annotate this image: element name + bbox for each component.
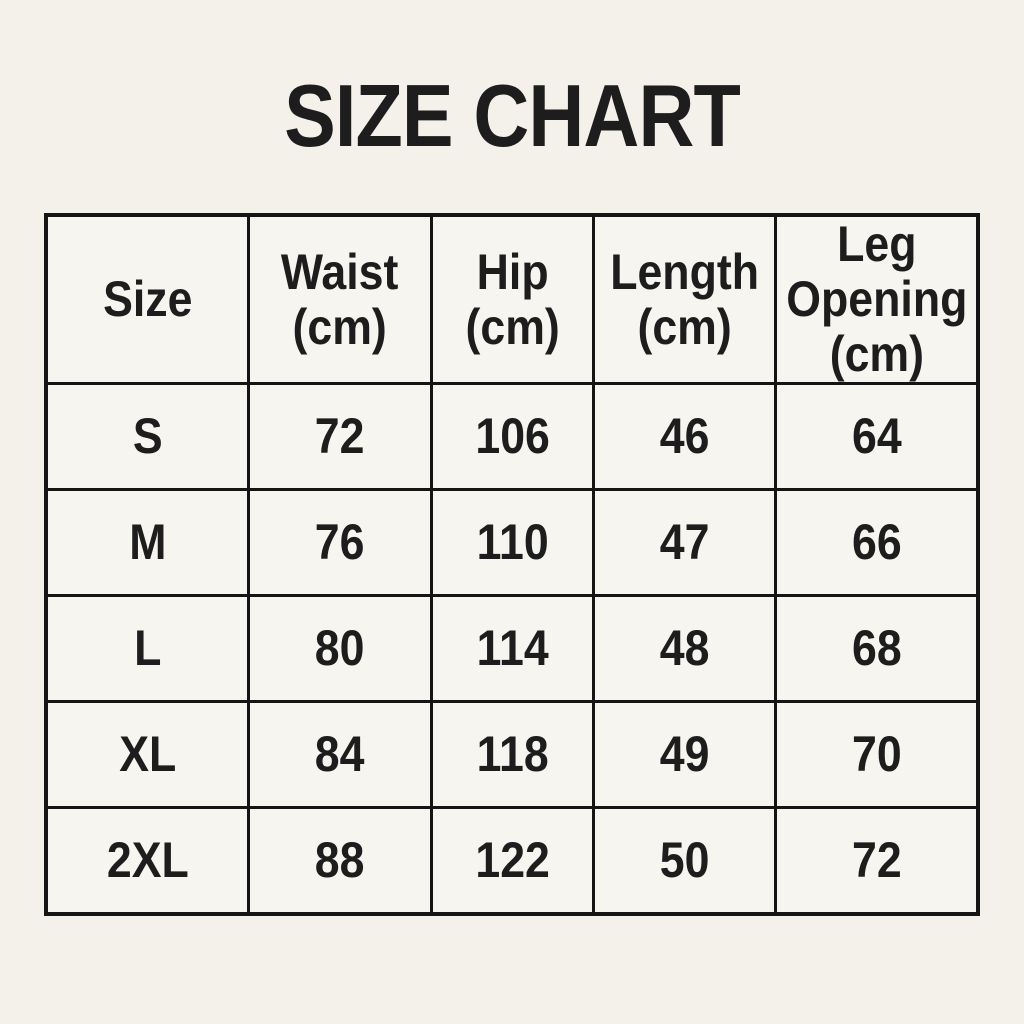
header-cell-waist: Waist (cm) (246, 213, 434, 385)
cell-text: XL (118, 726, 176, 782)
l-leg-opening-cell: 68 (774, 594, 980, 703)
cell-text: 72 (851, 831, 902, 888)
cell-text: L (133, 620, 162, 676)
s-length-cell: 46 (592, 382, 778, 491)
s-waist-cell: 72 (246, 382, 434, 491)
2xl-length-cell: 50 (592, 806, 778, 915)
s-leg-opening-cell: 64 (774, 382, 980, 491)
cell-text: 122 (475, 831, 551, 888)
cell-text: 118 (476, 726, 549, 782)
size-row-l: L 80 114 48 68 (44, 594, 980, 703)
header-cell-size: Size (44, 213, 250, 385)
header-cell-length: Length (cm) (592, 213, 778, 385)
m-size-cell: M (44, 488, 250, 597)
cell-text: Hip (cm) (465, 243, 561, 355)
cell-text: 48 (660, 620, 710, 676)
cell-text: 88 (315, 831, 365, 888)
l-hip-cell: 114 (430, 594, 596, 703)
size-row-2xl: 2XL 88 122 50 72 (44, 806, 980, 915)
cell-text: 114 (476, 620, 549, 676)
size-row-m: M 76 110 47 66 (44, 488, 980, 597)
s-size-cell: S (44, 382, 250, 491)
l-size-cell: L (44, 594, 250, 703)
cell-text: 49 (660, 726, 710, 782)
cell-text: 2XL (106, 831, 189, 888)
cell-text: 46 (660, 408, 710, 464)
header-cell-hip: Hip (cm) (430, 213, 596, 385)
size-row-s: S 72 106 46 64 (44, 382, 980, 491)
xl-leg-opening-cell: 70 (774, 700, 980, 809)
xl-waist-cell: 84 (246, 700, 434, 809)
cell-text: 84 (315, 726, 365, 782)
cell-text: Leg Opening (cm) (786, 216, 968, 382)
cell-text: Size (102, 271, 193, 327)
cell-text: 72 (315, 408, 365, 464)
cell-text: 76 (315, 514, 365, 570)
cell-text: 70 (851, 726, 902, 782)
xl-length-cell: 49 (592, 700, 778, 809)
xl-hip-cell: 118 (430, 700, 596, 809)
cell-text: 110 (476, 514, 549, 570)
cell-text: M (128, 514, 166, 570)
m-waist-cell: 76 (246, 488, 434, 597)
l-length-cell: 48 (592, 594, 778, 703)
header-cell-leg-opening: Leg Opening (cm) (774, 213, 980, 385)
xl-size-cell: XL (44, 700, 250, 809)
cell-text: 106 (475, 408, 551, 464)
size-chart-table: Size Waist (cm) Hip (cm) Length (cm) Leg… (44, 213, 980, 916)
cell-text: 50 (660, 831, 710, 888)
m-length-cell: 47 (592, 488, 778, 597)
2xl-hip-cell: 122 (430, 806, 596, 915)
cell-text: Waist (cm) (281, 243, 399, 355)
cell-text: 68 (851, 620, 902, 676)
header-row: Size Waist (cm) Hip (cm) Length (cm) Leg… (44, 213, 980, 385)
cell-text: Length (cm) (610, 243, 760, 355)
s-hip-cell: 106 (430, 382, 596, 491)
2xl-leg-opening-cell: 72 (774, 806, 980, 915)
2xl-waist-cell: 88 (246, 806, 434, 915)
cell-text: 80 (315, 620, 365, 676)
m-hip-cell: 110 (430, 488, 596, 597)
cell-text: S (132, 408, 163, 464)
2xl-size-cell: 2XL (44, 806, 250, 915)
l-waist-cell: 80 (246, 594, 434, 703)
page-title: SIZE CHART (284, 66, 741, 165)
cell-text: 47 (660, 514, 710, 570)
m-leg-opening-cell: 66 (774, 488, 980, 597)
cell-text: 66 (851, 514, 902, 570)
size-row-xl: XL 84 118 49 70 (44, 700, 980, 809)
cell-text: 64 (851, 408, 902, 464)
